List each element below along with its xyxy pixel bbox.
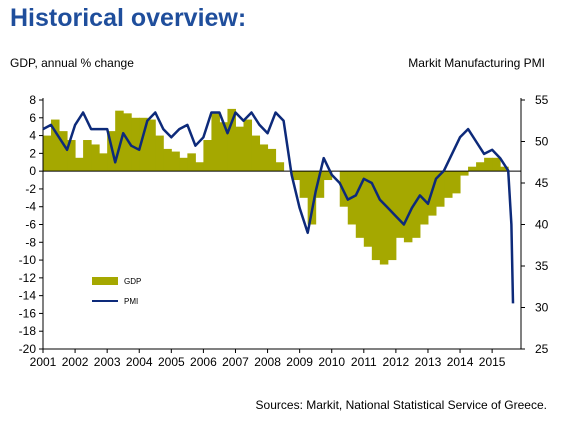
y-left-tick-label: 4 — [29, 129, 36, 143]
y-right-tick-label: 25 — [535, 342, 549, 356]
gdp-bar — [67, 140, 76, 172]
gdp-bar — [187, 153, 196, 172]
gdp-bar — [195, 162, 204, 172]
gdp-bar — [219, 122, 228, 172]
gdp-bar — [99, 153, 108, 172]
gdp-bar — [91, 144, 100, 172]
y-right-tick-label: 45 — [535, 176, 549, 190]
gdp-bar — [147, 119, 156, 172]
y-axis-right-label: Markit Manufacturing PMI — [408, 56, 545, 70]
legend-pmi-label: PMI — [124, 297, 138, 306]
y-left-tick-label: -14 — [19, 289, 37, 303]
gdp-bar — [492, 157, 501, 172]
gdp-bar — [43, 135, 52, 172]
gdp-bar — [211, 113, 220, 172]
x-tick-label: 2006 — [190, 355, 217, 369]
gdp-bar — [75, 157, 84, 172]
x-tick-label: 2008 — [254, 355, 281, 369]
gdp-bar — [179, 157, 188, 172]
y-left-tick-label: -20 — [19, 342, 37, 356]
gdp-bar — [339, 171, 349, 207]
gdp-bar — [259, 144, 269, 172]
y-right-tick-label: 30 — [535, 301, 549, 315]
gdp-bar — [251, 135, 261, 172]
y-right-tick-label: 50 — [535, 135, 549, 149]
y-left-tick-label: -6 — [25, 218, 36, 232]
gdp-bar — [460, 171, 469, 176]
gdp-bar — [291, 171, 301, 181]
x-tick-label: 2009 — [286, 355, 313, 369]
y-left-tick-label: 8 — [29, 93, 36, 107]
y-left-tick-label: -2 — [25, 182, 36, 196]
y-left-tick-label: -16 — [19, 306, 37, 320]
source-note: Sources: Markit, National Statistical Se… — [255, 398, 547, 412]
legend-gdp-label: GDP — [124, 277, 141, 286]
gdp-bar — [307, 171, 317, 225]
gdp-bar — [123, 113, 132, 172]
y-left-tick-label: -10 — [19, 253, 37, 267]
x-tick-label: 2005 — [158, 355, 185, 369]
gdp-bar — [452, 171, 461, 194]
y-right-tick-label: 40 — [535, 218, 549, 232]
gdp-bar — [315, 171, 325, 198]
y-left-tick-label: -4 — [25, 200, 36, 214]
page-title: Historical overview: — [10, 4, 247, 32]
gdp-bar — [395, 171, 405, 238]
gdp-bar — [468, 166, 477, 172]
gdp-bar — [163, 148, 172, 172]
y-left-tick-label: -18 — [19, 324, 37, 338]
gdp-bar — [323, 171, 333, 181]
y-left-tick-label: 2 — [29, 146, 36, 160]
gdp-bar — [227, 108, 236, 172]
x-tick-label: 2010 — [318, 355, 345, 369]
x-tick-label: 2001 — [30, 355, 57, 369]
gdp-bar — [476, 162, 485, 172]
gdp-bar — [484, 157, 493, 172]
gdp-bar — [267, 148, 277, 172]
gdp-bar — [371, 171, 381, 261]
x-tick-label: 2002 — [62, 355, 89, 369]
y-left-tick-label: -12 — [19, 271, 37, 285]
gdp-bar — [171, 151, 180, 172]
y-left-tick-label: 6 — [29, 111, 36, 125]
gdp-bar — [403, 171, 413, 243]
x-tick-label: 2015 — [479, 355, 506, 369]
gdp-bar — [243, 119, 253, 172]
gdp-bar — [435, 171, 445, 207]
gdp-bar — [139, 117, 148, 172]
x-tick-label: 2011 — [351, 355, 377, 369]
x-tick-label: 2003 — [94, 355, 121, 369]
pmi-line — [42, 111, 515, 304]
gdp-bar — [131, 117, 140, 172]
y-right-tick-label: 35 — [535, 259, 549, 273]
gdp-bar — [299, 171, 309, 198]
legend-gdp-swatch — [92, 277, 118, 285]
x-tick-label: 2014 — [447, 355, 474, 369]
gdp-bar — [203, 140, 212, 172]
gdp-bar — [115, 110, 124, 172]
gdp-bar — [411, 171, 421, 238]
gdp-bar — [419, 171, 429, 225]
gdp-bar — [235, 126, 245, 172]
gdp-bar — [379, 171, 389, 265]
gdp-bar — [155, 135, 164, 172]
gdp-bar — [500, 166, 509, 172]
y-right-tick-label: 55 — [535, 93, 549, 107]
gdp-bar — [275, 162, 285, 172]
gdp-bar — [363, 171, 373, 247]
gdp-bar — [51, 119, 60, 172]
x-tick-label: 2013 — [415, 355, 442, 369]
gdp-bar — [387, 171, 397, 261]
x-tick-label: 2007 — [222, 355, 249, 369]
gdp-bar — [444, 171, 453, 198]
y-left-tick-label: -8 — [25, 235, 36, 249]
gdp-bar — [59, 131, 68, 172]
gdp-bar — [83, 140, 92, 172]
y-axis-left-label: GDP, annual % change — [10, 56, 134, 70]
gdp-bar — [355, 171, 365, 238]
y-left-tick-label: 0 — [29, 164, 36, 178]
x-tick-label: 2012 — [383, 355, 410, 369]
x-tick-label: 2004 — [126, 355, 153, 369]
